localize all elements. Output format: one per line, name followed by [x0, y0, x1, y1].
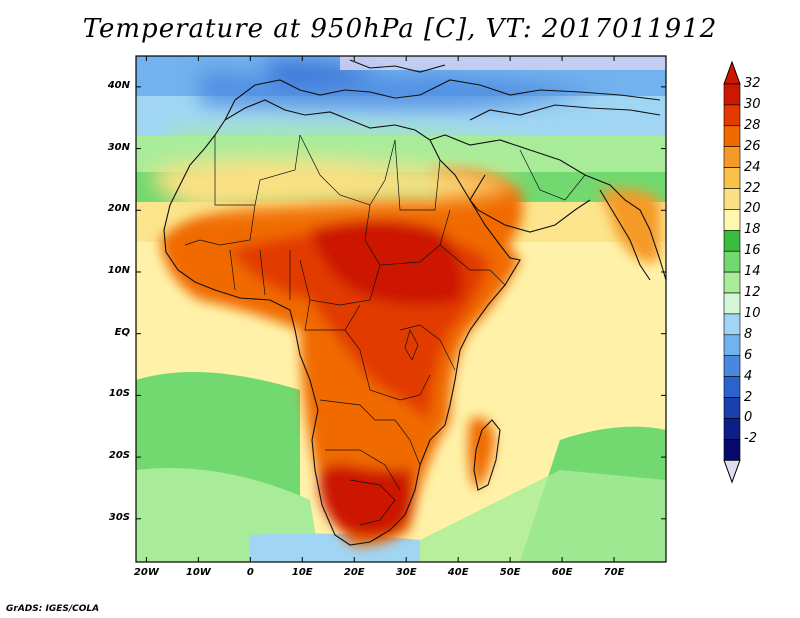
lon-tick-label: 10E [291, 567, 313, 578]
colorbar-label: 32 [744, 76, 761, 91]
colorbar-segment [723, 292, 741, 315]
lat-tick-label: 30S [108, 511, 130, 523]
lat-tick-label: EQ [114, 326, 130, 338]
colorbar-segment [723, 271, 741, 294]
temperature-field [136, 56, 666, 562]
colorbar [723, 60, 741, 484]
colorbar-top-arrow [723, 60, 741, 85]
axis-ticks [136, 56, 666, 562]
colorbar-label: 8 [744, 326, 753, 342]
colorbar-segment [723, 167, 741, 189]
colorbar-segment [723, 334, 741, 356]
colorbar-label: 22 [744, 180, 761, 196]
lon-tick-label: 50E [499, 567, 521, 578]
colorbar-label: 0 [744, 410, 753, 426]
lon-tick-label: 10W [185, 567, 211, 578]
colorbar-label: 18 [744, 222, 761, 238]
colorbar-segment [723, 376, 741, 398]
colorbar-label: 2 [744, 389, 753, 405]
colorbar-segment [723, 418, 741, 440]
colorbar-segment [723, 83, 741, 106]
colorbar-segment [723, 230, 741, 252]
colorbar-segment [723, 209, 741, 231]
plot-frame [135, 55, 667, 563]
lat-tick-label: 10N [107, 264, 130, 276]
colorbar-label: 20 [744, 201, 761, 217]
colorbar-segment [723, 355, 741, 377]
lon-tick-label: 60E [551, 567, 573, 578]
colorbar-label: 12 [744, 285, 761, 300]
colorbar-label: 4 [744, 368, 753, 384]
colorbar-label: 28 [744, 117, 761, 133]
lon-tick-label: 30E [395, 567, 417, 578]
colorbar-label: 26 [744, 138, 761, 154]
country-borders [184, 134, 586, 526]
colorbar-label: 30 [744, 96, 761, 112]
lon-tick-label: 40E [447, 567, 469, 578]
lon-tick-label: 20W [133, 567, 159, 578]
colorbar-label: -2 [744, 431, 757, 447]
lat-tick-label: 40N [107, 79, 130, 91]
colorbar-label: 24 [744, 159, 761, 175]
colorbar-segment [723, 438, 741, 461]
colorbar-segment [723, 146, 741, 168]
colorbar-segment [723, 397, 741, 419]
colorbar-segment [723, 104, 741, 127]
colorbar-label: 16 [744, 243, 761, 259]
lat-tick-label: 20S [108, 450, 130, 462]
colorbar-segment [723, 125, 741, 148]
colorbar-label: 6 [744, 347, 753, 363]
lon-tick-label: 20E [343, 567, 365, 578]
colorbar-bottom-arrow [723, 459, 741, 484]
colorbar-segment [723, 188, 741, 210]
coastlines [163, 59, 666, 546]
lon-tick-label: 70E [603, 567, 625, 578]
credit-text: GrADS: IGES/COLA [6, 604, 100, 614]
colorbar-label: 14 [744, 264, 761, 280]
lat-tick-label: 30N [107, 141, 130, 153]
lat-tick-label: 20N [107, 203, 130, 215]
colorbar-segment [723, 313, 741, 336]
lon-tick-label: 0 [246, 567, 254, 578]
lat-tick-label: 10S [108, 388, 130, 400]
map-title: Temperature at 950hPa [C], VT: 201701191… [82, 14, 718, 44]
colorbar-label: 10 [744, 305, 761, 321]
colorbar-segment [723, 250, 741, 273]
